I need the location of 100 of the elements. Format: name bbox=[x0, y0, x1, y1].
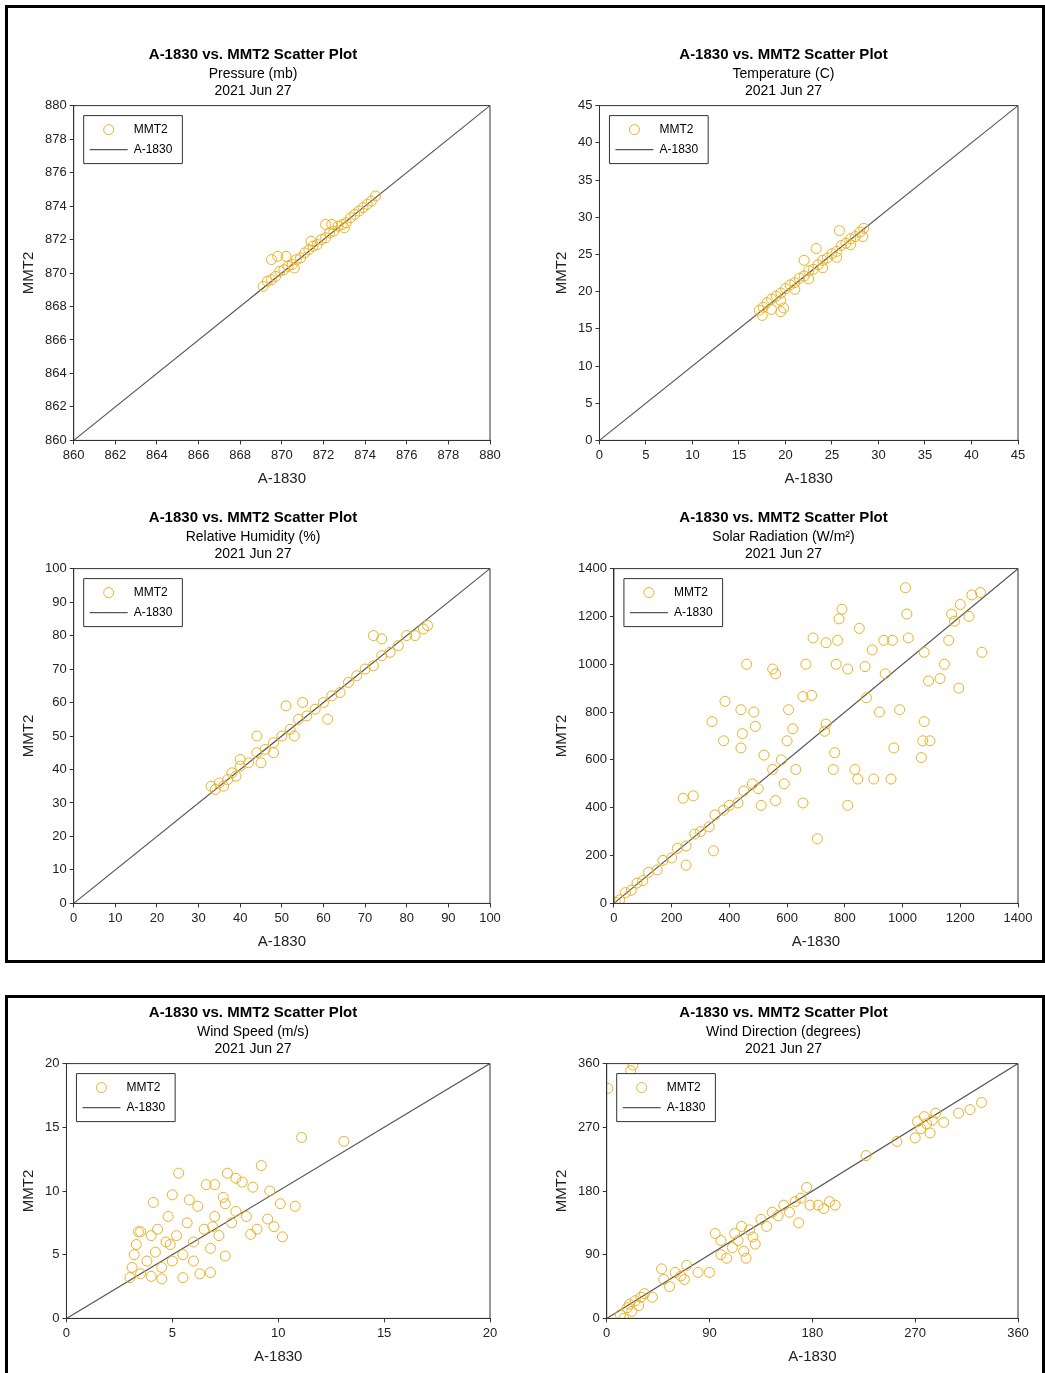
y-tick-label: 270 bbox=[577, 1118, 600, 1134]
x-axis-title: A-1830 bbox=[254, 1347, 303, 1365]
x-tick-label: 20 bbox=[149, 909, 165, 925]
point bbox=[757, 301, 769, 313]
point bbox=[234, 760, 246, 772]
point bbox=[274, 1198, 286, 1210]
y-tick-label: 35 bbox=[577, 171, 593, 187]
y-tick-label: 864 bbox=[44, 365, 67, 381]
point bbox=[345, 212, 357, 224]
point bbox=[188, 1255, 200, 1267]
point bbox=[779, 283, 791, 295]
legend-label: A-1830 bbox=[126, 1099, 166, 1114]
y-tick-label: 90 bbox=[585, 1246, 600, 1262]
point bbox=[789, 277, 801, 289]
y-tick-label: 600 bbox=[585, 751, 607, 767]
point bbox=[276, 1231, 288, 1243]
y-tick-label: 90 bbox=[52, 593, 67, 609]
point bbox=[192, 1200, 204, 1212]
point bbox=[219, 1250, 231, 1262]
x-tick-label: 40 bbox=[964, 446, 979, 462]
y-tick-label: 40 bbox=[52, 761, 67, 777]
point bbox=[251, 730, 263, 742]
chart-title: A-1830 vs. MMT2 Scatter Plot bbox=[679, 1003, 888, 1021]
point bbox=[761, 297, 773, 309]
chart-subtitle: Relative Humidity (%) bbox=[185, 528, 321, 545]
x-tick-label: 1200 bbox=[945, 909, 975, 925]
legend-label: MMT2 bbox=[126, 1079, 161, 1094]
point bbox=[320, 232, 332, 244]
x-tick-label: 35 bbox=[917, 446, 933, 462]
point bbox=[262, 1213, 274, 1225]
y-tick-label: 870 bbox=[44, 264, 67, 280]
point bbox=[798, 270, 810, 282]
point bbox=[141, 1255, 153, 1267]
point bbox=[268, 1221, 280, 1233]
point bbox=[401, 630, 413, 642]
point bbox=[361, 198, 373, 210]
point bbox=[268, 747, 280, 759]
text: 2021 Jun 27 bbox=[214, 1040, 292, 1057]
point bbox=[240, 1210, 252, 1222]
point bbox=[255, 757, 267, 769]
x-axis-title: A-1830 bbox=[791, 932, 841, 950]
point bbox=[766, 293, 778, 305]
y-tick-label: 0 bbox=[52, 1309, 60, 1325]
point bbox=[243, 757, 255, 769]
y-tick-label: 874 bbox=[44, 197, 67, 213]
point bbox=[171, 1230, 183, 1242]
point bbox=[274, 265, 286, 277]
point bbox=[278, 264, 290, 276]
point bbox=[145, 1270, 157, 1282]
point bbox=[247, 1181, 259, 1193]
y-tick-label: 100 bbox=[44, 560, 67, 576]
legend-label: A-1830 bbox=[673, 604, 713, 619]
x-tick-label: 874 bbox=[354, 446, 376, 462]
x-tick-label: 270 bbox=[904, 1324, 927, 1340]
chart-title: A-1830 vs. MMT2 Scatter Plot bbox=[148, 1003, 358, 1021]
x-tick-label: 40 bbox=[232, 909, 248, 925]
y-tick-label: 70 bbox=[52, 660, 67, 676]
text: 2021 Jun 27 bbox=[744, 82, 823, 99]
point bbox=[213, 777, 225, 789]
point bbox=[297, 697, 309, 709]
legend-label: A-1830 bbox=[133, 604, 173, 619]
point bbox=[205, 780, 217, 792]
x-tick-label: 15 bbox=[376, 1324, 392, 1340]
legend-label: MMT2 bbox=[659, 121, 694, 136]
point bbox=[349, 208, 361, 220]
x-tick-label: 30 bbox=[191, 909, 206, 925]
x-tick-label: 0 bbox=[70, 909, 78, 925]
point bbox=[775, 295, 787, 307]
point bbox=[257, 280, 269, 292]
chart-title: A-1830 vs. MMT2 Scatter Plot bbox=[148, 45, 358, 63]
point bbox=[793, 272, 805, 284]
point bbox=[315, 234, 327, 246]
legend-label: MMT2 bbox=[666, 1079, 702, 1094]
point bbox=[307, 240, 319, 252]
point bbox=[152, 1223, 164, 1235]
y-axis-title: MMT2 bbox=[552, 251, 570, 295]
point bbox=[326, 690, 338, 702]
point bbox=[128, 1249, 140, 1261]
point bbox=[156, 1273, 168, 1285]
y-tick-label: 860 bbox=[44, 431, 67, 447]
x-tick-label: 360 bbox=[1007, 1324, 1029, 1340]
point bbox=[135, 1268, 147, 1280]
point bbox=[376, 633, 388, 645]
point bbox=[204, 1267, 216, 1279]
point bbox=[217, 1191, 229, 1203]
point bbox=[775, 287, 787, 299]
point bbox=[126, 1261, 138, 1273]
x-tick-label: 10 bbox=[685, 446, 700, 462]
x-tick-label: 876 bbox=[395, 446, 418, 462]
point bbox=[234, 753, 246, 765]
point bbox=[826, 248, 838, 260]
point bbox=[840, 237, 852, 249]
y-tick-label: 15 bbox=[44, 1118, 60, 1134]
point bbox=[417, 623, 429, 635]
x-tick-label: 870 bbox=[270, 446, 293, 462]
point bbox=[766, 303, 778, 315]
point bbox=[326, 218, 338, 230]
chart-subtitle: Temperature (C) bbox=[732, 65, 835, 82]
point bbox=[293, 713, 304, 725]
point bbox=[284, 723, 296, 735]
